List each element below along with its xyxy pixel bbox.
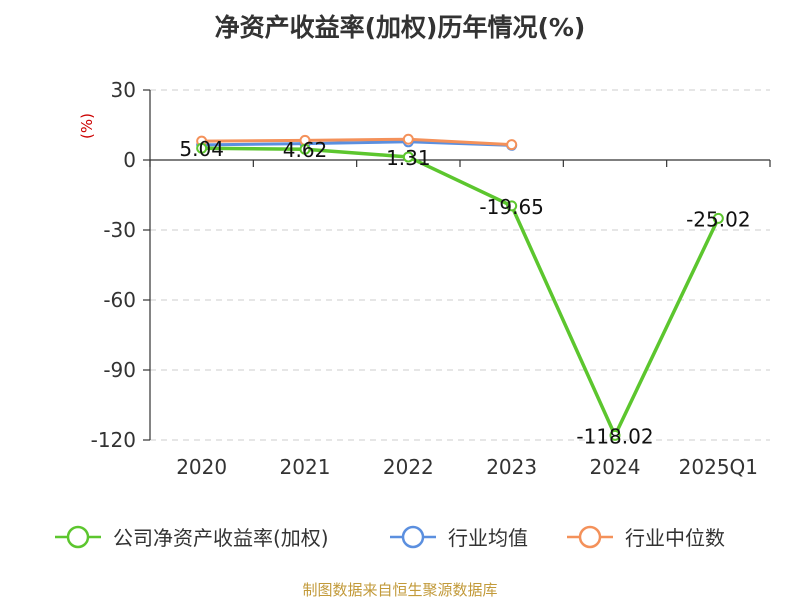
- series-line: [201, 137, 512, 147]
- data-label: 1.31: [386, 146, 431, 170]
- x-tick-label: 2021: [280, 455, 331, 479]
- x-tick-label: 2020: [176, 455, 227, 479]
- legend-label: 行业均值: [448, 526, 528, 550]
- series-line: [201, 140, 512, 147]
- y-tick-label: -120: [91, 428, 136, 452]
- series-point: [506, 200, 518, 212]
- axes: 30 0 -30 -60 -90 -120 2020 2021 2022 2023 2024 2025…: [91, 78, 771, 479]
- legend-marker: [401, 525, 425, 549]
- data-label: -19.65: [479, 195, 543, 219]
- series-line: [201, 146, 720, 438]
- series-point: [402, 151, 414, 163]
- series-point: [506, 139, 518, 151]
- data-label: 4.62: [283, 138, 328, 162]
- legend-label: 公司净资产收益率(加权): [113, 526, 329, 550]
- gridlines: [150, 89, 770, 441]
- legend-label: 行业中位数: [625, 526, 725, 550]
- y-tick-label: 0: [123, 148, 136, 172]
- x-tick-label: 2024: [590, 455, 641, 479]
- series-point: [609, 429, 621, 441]
- series-point: [299, 143, 311, 155]
- chart-title: 净资产收益率(加权)历年情况(%): [215, 13, 586, 42]
- x-tick-label: 2025Q1: [679, 455, 758, 479]
- legend-marker: [578, 525, 602, 549]
- y-tick-label: -30: [103, 218, 136, 242]
- y-axis-unit-label: (%): [78, 113, 96, 139]
- series-layer: [196, 133, 724, 441]
- series-point: [402, 133, 414, 145]
- legend: 公司净资产收益率(加权) 行业均值 行业中位数: [55, 525, 725, 550]
- data-label: -25.02: [686, 207, 750, 231]
- source-note: 制图数据来自恒生聚源数据库: [302, 581, 497, 599]
- y-tick-label: -90: [103, 358, 136, 382]
- legend-marker: [66, 525, 90, 549]
- x-tick-label: 2023: [486, 455, 537, 479]
- data-label: -118.02: [576, 424, 653, 448]
- data-labels: 5.04 4.62 1.31 -19.65 -118.02 -25.02: [179, 137, 750, 448]
- series-point: [196, 142, 208, 154]
- y-tick-label: 30: [111, 78, 136, 102]
- y-tick-label: -60: [103, 288, 136, 312]
- x-tick-label: 2022: [383, 455, 434, 479]
- series-point: [712, 212, 724, 224]
- data-label: 5.04: [179, 137, 224, 161]
